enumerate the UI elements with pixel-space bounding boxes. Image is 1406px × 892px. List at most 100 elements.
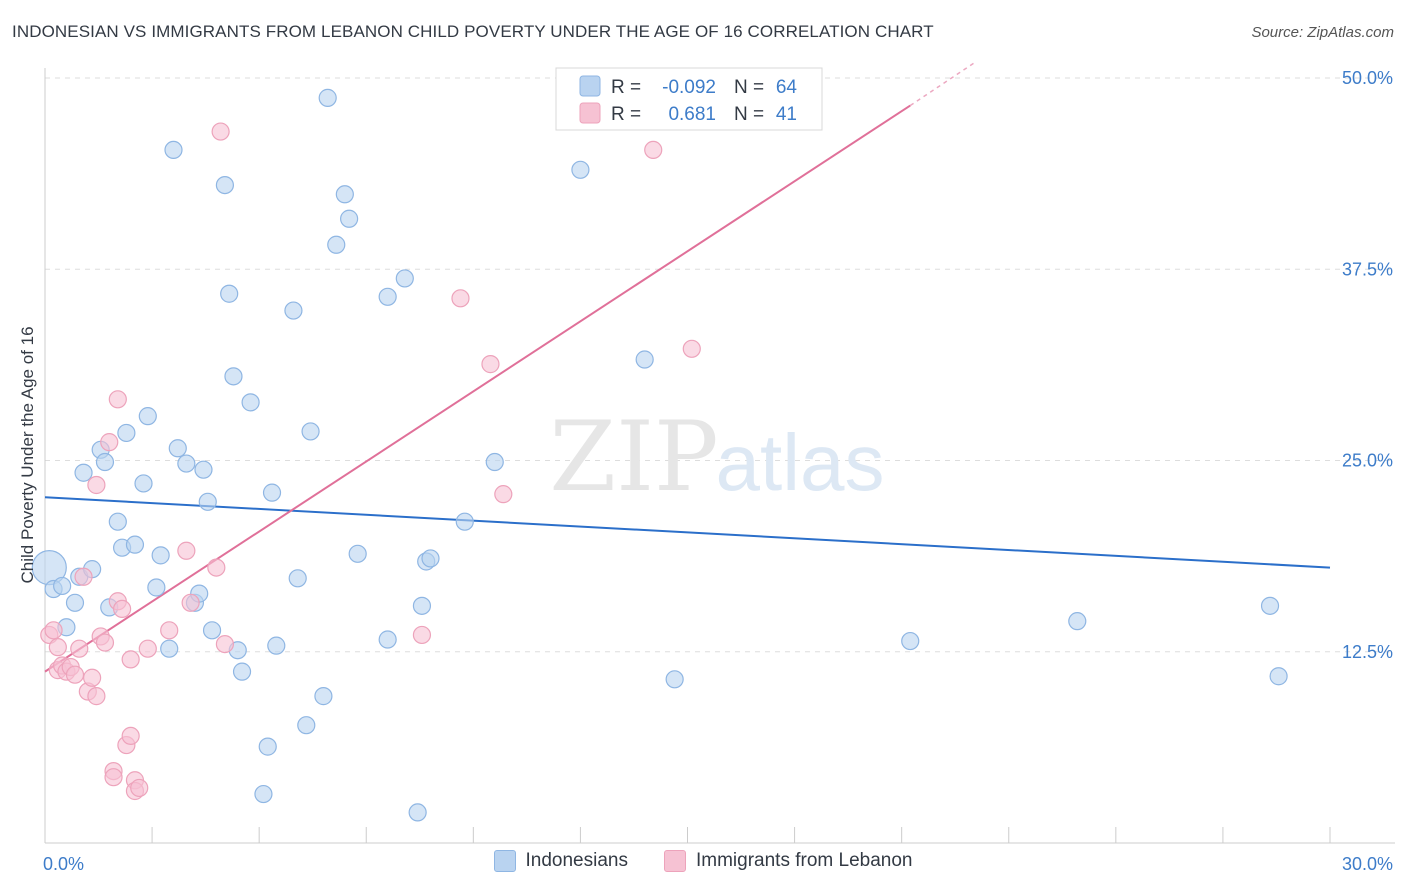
point-indonesians-62[interactable]	[1260, 596, 1280, 615]
point-indonesians-41[interactable]	[301, 422, 320, 441]
point-indonesians-56[interactable]	[485, 452, 504, 472]
point-indonesians-25[interactable]	[194, 460, 213, 479]
point-indonesians-2[interactable]	[53, 576, 72, 596]
point-lebanon-8[interactable]	[70, 639, 89, 658]
point-indonesians-37[interactable]	[267, 636, 286, 655]
point-lebanon-24[interactable]	[121, 726, 140, 746]
point-indonesians-52[interactable]	[412, 596, 432, 615]
point-indonesians-4[interactable]	[65, 593, 85, 612]
point-lebanon-15[interactable]	[95, 633, 115, 652]
point-indonesians-20[interactable]	[164, 140, 183, 160]
point-lebanon-21[interactable]	[112, 599, 132, 619]
point-lebanon-1[interactable]	[44, 621, 63, 640]
legend-item-lebanon[interactable]: Immigrants from Lebanon	[663, 850, 912, 872]
point-lebanon-40[interactable]	[138, 639, 157, 658]
point-lebanon-12[interactable]	[87, 687, 106, 706]
point-lebanon-35[interactable]	[481, 355, 500, 374]
point-indonesians-57[interactable]	[571, 160, 590, 179]
trend-line-lebanon	[44, 104, 911, 673]
point-lebanon-36[interactable]	[494, 485, 513, 504]
point-indonesians-26[interactable]	[198, 492, 217, 511]
trend-lines	[44, 62, 1331, 673]
point-lebanon-27[interactable]	[130, 778, 149, 798]
point-indonesians-13[interactable]	[117, 423, 136, 443]
point-indonesians-48[interactable]	[378, 287, 397, 306]
point-lebanon-11[interactable]	[83, 668, 102, 687]
point-indonesians-58[interactable]	[635, 350, 654, 369]
point-indonesians-27[interactable]	[202, 621, 222, 640]
point-indonesians-63[interactable]	[1269, 667, 1288, 686]
point-indonesians-44[interactable]	[327, 235, 346, 254]
point-lebanon-31[interactable]	[207, 558, 226, 577]
trend-line-lebanon-extension	[909, 62, 975, 107]
point-indonesians-32[interactable]	[232, 662, 252, 681]
point-indonesians-29[interactable]	[220, 284, 239, 303]
point-indonesians-30[interactable]	[224, 367, 243, 386]
point-lebanon-37[interactable]	[644, 140, 663, 160]
y-axis-label: Child Poverty Under the Age of 16	[18, 326, 37, 583]
point-lebanon-2[interactable]	[48, 638, 67, 657]
point-indonesians-11[interactable]	[108, 512, 127, 531]
point-indonesians-61[interactable]	[1068, 612, 1087, 631]
point-indonesians-42[interactable]	[314, 687, 333, 706]
legend-r-label-1: R =	[611, 77, 641, 98]
point-indonesians-43[interactable]	[318, 88, 337, 107]
point-indonesians-39[interactable]	[288, 569, 307, 588]
point-indonesians-14[interactable]	[125, 535, 145, 554]
point-indonesians-47[interactable]	[348, 544, 367, 563]
legend-r-label-2: R =	[611, 104, 641, 125]
point-indonesians-17[interactable]	[147, 578, 166, 597]
point-indonesians-60[interactable]	[901, 631, 920, 651]
point-lebanon-7[interactable]	[65, 665, 85, 684]
chart-title: INDONESIAN VS IMMIGRANTS FROM LEBANON CH…	[12, 22, 934, 41]
point-indonesians-9[interactable]	[95, 452, 115, 472]
point-indonesians-51[interactable]	[408, 803, 427, 822]
point-indonesians-50[interactable]	[395, 269, 414, 288]
legend-swatch-pink	[579, 102, 601, 124]
legend-item-indonesians[interactable]: Indonesians	[493, 850, 628, 872]
point-lebanon-32[interactable]	[211, 122, 230, 141]
trend-line-indonesians	[44, 496, 1331, 569]
point-lebanon-29[interactable]	[177, 541, 196, 560]
gridlines	[45, 77, 1395, 653]
point-indonesians-15[interactable]	[134, 474, 153, 493]
point-indonesians-59[interactable]	[665, 670, 684, 689]
point-lebanon-16[interactable]	[100, 433, 119, 452]
point-indonesians-46[interactable]	[340, 209, 359, 228]
point-indonesians-36[interactable]	[262, 483, 282, 502]
point-lebanon-20[interactable]	[108, 390, 127, 409]
point-lebanon-39[interactable]	[412, 625, 432, 645]
point-indonesians-18[interactable]	[151, 546, 170, 565]
point-lebanon-28[interactable]	[160, 621, 179, 640]
point-indonesians-22[interactable]	[177, 454, 196, 473]
y-tick-label-1: 25.0%	[1342, 451, 1393, 471]
point-indonesians-49[interactable]	[378, 630, 397, 649]
point-indonesians-16[interactable]	[138, 407, 157, 426]
point-lebanon-38[interactable]	[682, 339, 701, 358]
point-lebanon-13[interactable]	[87, 475, 106, 495]
legend-swatch-indonesians	[493, 850, 516, 872]
point-indonesians-28[interactable]	[215, 176, 234, 195]
legend-swatch-lebanon	[663, 850, 686, 872]
point-indonesians-21[interactable]	[168, 439, 187, 458]
point-indonesians-45[interactable]	[335, 185, 354, 204]
legend-n-label-1: N =	[734, 77, 764, 98]
point-indonesians-33[interactable]	[241, 393, 260, 412]
point-indonesians-19[interactable]	[160, 639, 179, 658]
point-lebanon-18[interactable]	[104, 768, 123, 787]
point-indonesians-55[interactable]	[455, 512, 474, 531]
point-lebanon-23[interactable]	[121, 650, 140, 669]
point-lebanon-30[interactable]	[181, 593, 200, 612]
point-lebanon-33[interactable]	[215, 634, 234, 654]
point-indonesians-6[interactable]	[74, 463, 93, 482]
point-indonesians-34[interactable]	[254, 784, 273, 804]
point-indonesians-35[interactable]	[258, 737, 277, 756]
source-label: Source: ZipAtlas.com	[1251, 24, 1394, 41]
point-indonesians-38[interactable]	[284, 301, 303, 320]
point-indonesians-40[interactable]	[297, 716, 316, 735]
point-indonesians-54[interactable]	[421, 549, 440, 568]
point-lebanon-34[interactable]	[451, 289, 470, 308]
legend-n-value-2: 41	[776, 104, 797, 125]
point-lebanon-9[interactable]	[74, 567, 93, 586]
